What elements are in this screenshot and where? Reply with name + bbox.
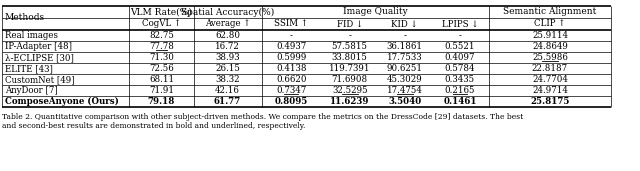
Text: KID ↓: KID ↓	[392, 19, 418, 29]
Text: 68.11: 68.11	[149, 75, 174, 84]
Text: Semantic Alignment: Semantic Alignment	[503, 8, 596, 16]
Text: -: -	[458, 31, 461, 40]
Text: Real images: Real images	[4, 31, 58, 40]
Text: 16.72: 16.72	[215, 42, 240, 51]
Text: 24.8649: 24.8649	[532, 42, 568, 51]
Text: 24.7704: 24.7704	[532, 75, 568, 84]
Text: 57.5815: 57.5815	[332, 42, 368, 51]
Text: 11.6239: 11.6239	[330, 97, 369, 106]
Text: 3.5040: 3.5040	[388, 97, 421, 106]
Text: 38.93: 38.93	[215, 53, 240, 62]
Text: 0.1461: 0.1461	[443, 97, 477, 106]
Text: 72.56: 72.56	[149, 64, 174, 73]
Text: 77.78: 77.78	[149, 42, 174, 51]
Text: LPIPS ↓: LPIPS ↓	[442, 19, 478, 29]
Text: 0.5784: 0.5784	[445, 64, 475, 73]
Text: 0.7347: 0.7347	[276, 86, 307, 95]
Text: 0.4097: 0.4097	[445, 53, 475, 62]
Text: 79.18: 79.18	[148, 97, 175, 106]
Text: 24.9714: 24.9714	[532, 86, 568, 95]
Text: 17.7533: 17.7533	[387, 53, 422, 62]
Text: Methods: Methods	[4, 14, 45, 23]
Text: 61.77: 61.77	[214, 97, 241, 106]
Text: IP-Adapter [48]: IP-Adapter [48]	[4, 42, 72, 51]
Text: Table 2. Quantitative comparison with other subject-driven methods. We compare t: Table 2. Quantitative comparison with ot…	[2, 113, 523, 121]
Text: -: -	[290, 31, 292, 40]
Text: CustomNet [49]: CustomNet [49]	[4, 75, 74, 84]
Text: 42.16: 42.16	[215, 86, 240, 95]
Text: 62.80: 62.80	[215, 31, 240, 40]
Text: 82.75: 82.75	[149, 31, 174, 40]
Text: 0.5521: 0.5521	[445, 42, 475, 51]
Text: 0.6620: 0.6620	[276, 75, 307, 84]
Text: 25.8175: 25.8175	[531, 97, 570, 106]
Text: 119.7391: 119.7391	[329, 64, 371, 73]
Text: 33.8015: 33.8015	[332, 53, 367, 62]
Text: 71.30: 71.30	[149, 53, 174, 62]
Text: CLIP ↑: CLIP ↑	[534, 19, 566, 29]
Text: 26.15: 26.15	[215, 64, 240, 73]
Text: 0.4937: 0.4937	[276, 42, 307, 51]
Text: 32.5295: 32.5295	[332, 86, 367, 95]
Text: 0.4138: 0.4138	[276, 64, 307, 73]
Text: 17.4754: 17.4754	[387, 86, 423, 95]
Text: -: -	[403, 31, 406, 40]
Text: ComposeAnyone (Ours): ComposeAnyone (Ours)	[4, 97, 118, 106]
Text: 71.91: 71.91	[149, 86, 174, 95]
Text: 38.32: 38.32	[215, 75, 240, 84]
Text: Spatial Accuracy(%): Spatial Accuracy(%)	[181, 7, 274, 17]
Text: SSIM ↑: SSIM ↑	[275, 19, 308, 29]
Text: ELITE [43]: ELITE [43]	[4, 64, 52, 73]
Text: λ-ECLIPSE [30]: λ-ECLIPSE [30]	[4, 53, 74, 62]
Text: 22.8187: 22.8187	[532, 64, 568, 73]
Text: 90.6251: 90.6251	[387, 64, 423, 73]
Text: AnyDoor [7]: AnyDoor [7]	[4, 86, 58, 95]
Text: 71.6908: 71.6908	[332, 75, 368, 84]
Text: CogVL ↑: CogVL ↑	[142, 19, 181, 29]
Text: 45.3029: 45.3029	[387, 75, 422, 84]
Text: 0.8095: 0.8095	[275, 97, 308, 106]
Text: 25.5986: 25.5986	[532, 53, 568, 62]
Text: 0.3435: 0.3435	[445, 75, 475, 84]
Text: and second-best results are demonstrated in bold and underlined, respectively.: and second-best results are demonstrated…	[2, 122, 305, 130]
Text: FID ↓: FID ↓	[337, 19, 363, 29]
Text: 25.9114: 25.9114	[532, 31, 568, 40]
Text: -: -	[348, 31, 351, 40]
Text: 36.1861: 36.1861	[387, 42, 423, 51]
Text: Average ↑: Average ↑	[205, 19, 250, 29]
Text: 0.5999: 0.5999	[276, 53, 307, 62]
Text: Image Quality: Image Quality	[343, 8, 408, 16]
Text: 0.2165: 0.2165	[445, 86, 475, 95]
Text: VLM Rate(%): VLM Rate(%)	[131, 8, 193, 16]
